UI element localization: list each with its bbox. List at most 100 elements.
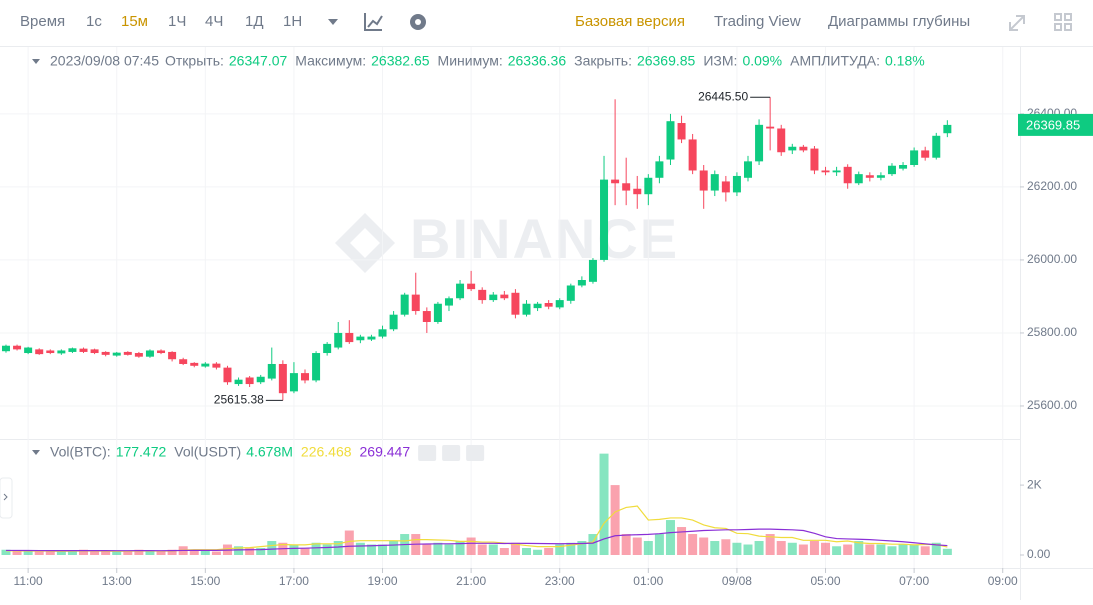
- interval-tab[interactable]: 1с: [86, 13, 102, 30]
- candle-body: [378, 329, 387, 337]
- volume-bar: [145, 551, 155, 555]
- candle-body: [168, 351, 177, 360]
- candle-body: [35, 349, 44, 355]
- candle-body: [46, 350, 55, 354]
- volume-bar: [798, 544, 808, 555]
- volume-bar: [123, 550, 133, 555]
- y-tick-label: 2K: [1027, 477, 1042, 491]
- volume-bar: [134, 549, 144, 555]
- info-text: 226.468: [301, 444, 352, 460]
- interval-tab[interactable]: 1Н: [283, 13, 302, 30]
- info-text: 26347.07: [229, 53, 288, 69]
- volume-bar: [366, 544, 376, 555]
- candle-body: [832, 170, 841, 173]
- interval-tab[interactable]: 1Д: [245, 13, 264, 30]
- interval-tab[interactable]: 1Ч: [168, 13, 186, 30]
- last-price: 26369.85: [1026, 117, 1080, 132]
- candle-body: [179, 359, 188, 364]
- candle-body: [777, 128, 786, 153]
- collapse-arrow[interactable]: [32, 59, 40, 64]
- volume-bar: [333, 541, 343, 555]
- y-tick-label: 0.00: [1027, 547, 1051, 561]
- interval-tab[interactable]: 15м: [121, 13, 148, 30]
- candle-body: [278, 363, 287, 394]
- volume-bar: [843, 544, 853, 555]
- volume-bar: [45, 551, 55, 555]
- info-text: Vol(USDT): [174, 444, 241, 460]
- candle-body: [389, 314, 398, 330]
- volume-bar: [643, 541, 653, 555]
- candle-body: [854, 174, 863, 184]
- candle-body: [522, 303, 531, 315]
- candle-body: [788, 146, 797, 151]
- settings-toggle[interactable]: [442, 445, 461, 461]
- volume-bar: [898, 544, 908, 555]
- interval-tab[interactable]: Время: [20, 13, 65, 30]
- candle-body: [932, 135, 941, 158]
- x-tick-label: 23:00: [545, 574, 575, 588]
- info-text: Закрыть:: [574, 53, 632, 69]
- collapse-arrow[interactable]: [32, 450, 40, 455]
- side-panel-arrow: [3, 493, 8, 501]
- visibility-toggle[interactable]: [418, 445, 437, 461]
- candle-body: [24, 347, 33, 354]
- candle-body: [943, 124, 952, 134]
- candle-body: [212, 363, 221, 368]
- candle-body: [677, 123, 686, 140]
- view-tab[interactable]: Диаграммы глубины: [828, 13, 970, 30]
- candle-body: [710, 174, 719, 191]
- candle-body: [267, 363, 276, 379]
- volume-bar: [344, 530, 354, 555]
- candle-body: [1, 345, 10, 352]
- info-text: Максимум:: [295, 53, 366, 69]
- volume-bar: [200, 550, 210, 555]
- candle-body: [157, 350, 166, 354]
- x-tick-label: 01:00: [633, 574, 663, 588]
- y-tick-label: 26200.00: [1027, 179, 1077, 193]
- candle-body: [876, 175, 885, 178]
- info-text: 177.472: [116, 444, 167, 460]
- volume-bar: [566, 542, 576, 555]
- volume-bar: [477, 544, 487, 555]
- volume-bar: [56, 551, 66, 555]
- candle-body: [688, 139, 697, 171]
- fullscreen-icon[interactable]: [1009, 15, 1025, 31]
- volume-bar: [455, 541, 465, 555]
- high-marker: 26445.50: [698, 89, 748, 103]
- volume-bar: [688, 534, 698, 555]
- interval-tab[interactable]: 4Ч: [205, 13, 223, 30]
- volume-bar: [300, 548, 310, 555]
- view-tab[interactable]: Базовая версия: [575, 13, 685, 30]
- volume-bar: [311, 542, 321, 555]
- volume-bar: [112, 551, 122, 555]
- close-toggle[interactable]: [466, 445, 485, 461]
- low-marker: 25615.38: [214, 393, 264, 407]
- candle-body: [201, 363, 210, 367]
- candle-body: [899, 165, 908, 169]
- candle-body: [533, 303, 542, 309]
- interval-dropdown[interactable]: [328, 19, 338, 25]
- candle-body: [489, 294, 498, 301]
- candle-body: [622, 183, 631, 191]
- candle-body: [234, 379, 243, 385]
- layout-icon[interactable]: [1054, 13, 1072, 31]
- candle-body: [456, 283, 465, 299]
- view-tab[interactable]: Trading View: [714, 13, 801, 30]
- info-text: Открыть:: [165, 53, 224, 69]
- candle-body: [367, 336, 376, 340]
- volume-bar: [522, 548, 532, 555]
- volume-bar: [34, 550, 44, 555]
- candle-body: [134, 353, 143, 357]
- volume-bar: [189, 549, 199, 555]
- x-tick-label: 09:00: [988, 574, 1018, 588]
- settings-icon[interactable]: [410, 14, 426, 30]
- indicator-icon[interactable]: [364, 13, 383, 31]
- candle-body: [57, 350, 66, 354]
- info-text: 269.447: [360, 444, 411, 460]
- x-tick-label: 11:00: [14, 574, 43, 588]
- last-price-tag: [1018, 113, 1093, 136]
- candle-body: [799, 146, 808, 151]
- info-text: АМПЛИТУДА:: [790, 53, 880, 69]
- info-text: 26369.85: [637, 53, 696, 69]
